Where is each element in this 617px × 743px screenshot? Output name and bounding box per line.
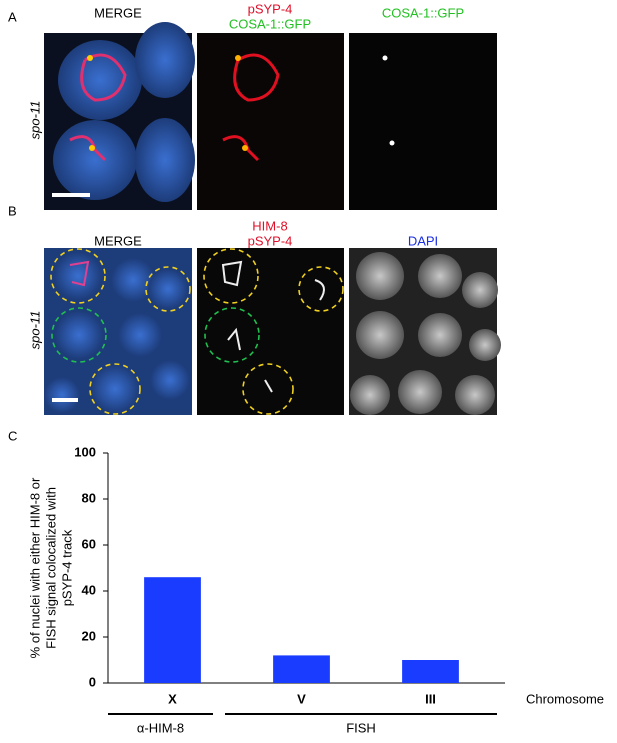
micrograph-merge	[44, 22, 195, 210]
image-title: COSA-1::GFP	[382, 5, 464, 20]
micrograph-psyp4	[197, 33, 344, 210]
micrograph-merge	[44, 248, 192, 415]
bar	[273, 655, 330, 683]
image-title: pSYP-4	[248, 233, 293, 248]
micrograph-him8	[197, 248, 344, 415]
image-title: MERGE	[94, 233, 142, 248]
image-title: DAPI	[408, 233, 438, 248]
strain-label: spo-11	[27, 311, 42, 350]
micrograph-cosa1	[349, 33, 497, 210]
x-tick-label: III	[425, 691, 436, 706]
y-tick-label: 20	[82, 628, 96, 643]
strain-label: spo-11	[27, 101, 42, 140]
y-tick-label: 100	[74, 444, 96, 459]
y-tick-label: 0	[89, 674, 96, 689]
micrograph-dapi	[349, 248, 501, 415]
group-label: FISH	[346, 720, 376, 735]
panel-label: A	[8, 9, 17, 24]
x-tick-label: V	[297, 691, 306, 706]
group-label: α-HIM-8	[137, 720, 184, 735]
y-axis-label: pSYP-4 track	[59, 529, 74, 606]
panel-label: B	[8, 203, 17, 218]
y-axis-label: % of nuclei with either HIM-8 or	[27, 477, 42, 658]
y-tick-label: 80	[82, 490, 96, 505]
y-tick-label: 60	[82, 536, 96, 551]
image-title: pSYP-4	[248, 1, 293, 16]
bar	[144, 577, 201, 683]
image-title: MERGE	[94, 5, 142, 20]
y-axis-label: FISH signal colocalized with	[43, 487, 58, 649]
x-axis-label: Chromosome	[526, 691, 604, 706]
panel-label: C	[8, 428, 17, 443]
y-tick-label: 40	[82, 582, 96, 597]
x-tick-label: X	[168, 691, 177, 706]
bar	[402, 660, 459, 683]
image-title: COSA-1::GFP	[229, 16, 311, 31]
image-title: HIM-8	[252, 218, 287, 233]
